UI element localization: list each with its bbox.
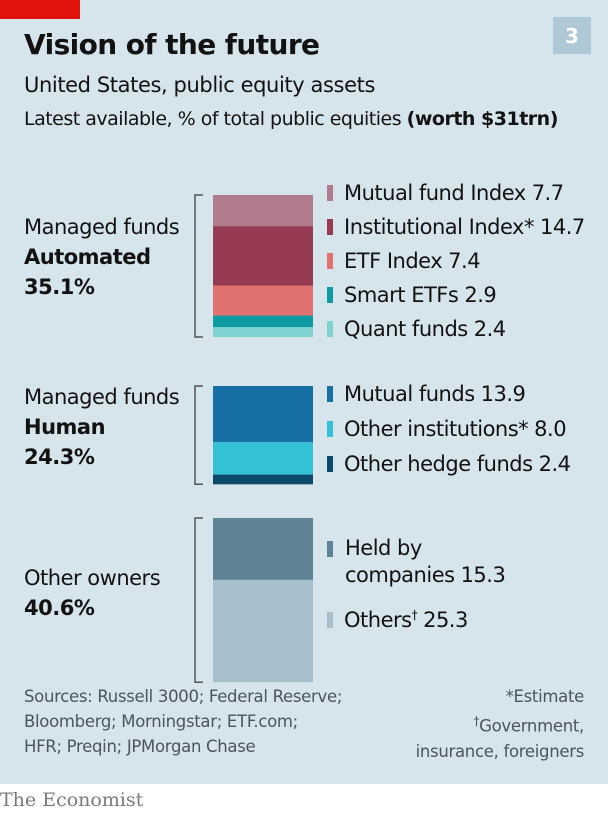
group-label-automated: Managed funds Automated 35.1% — [24, 212, 180, 302]
bar-segment-others — [213, 579, 313, 683]
legend-item-mutual-fund-index: Mutual fund Index 7.7 — [327, 180, 564, 207]
legend-label: Other hedge funds — [344, 452, 533, 476]
legend-item-other-institutions: Other institutions* 8.0 — [327, 416, 567, 443]
bar-segment-smart-etfs — [213, 315, 313, 328]
stacked-bar-chart — [194, 194, 313, 684]
sources-line: Sources: Russell 3000; Federal Reserve; — [24, 687, 343, 706]
group-bracket — [194, 517, 203, 684]
legend-swatch — [327, 219, 333, 235]
group-label-line2: Human — [24, 415, 106, 439]
legend-label: Other institutions* — [344, 417, 529, 441]
bar-segment-mutual-funds — [213, 386, 313, 443]
dagger-mark: † — [411, 608, 418, 622]
chart-description: Latest available, % of total public equi… — [24, 108, 558, 130]
group-label-line1: Managed funds — [24, 385, 180, 409]
chart-number-badge: 3 — [553, 17, 591, 54]
legend-item-institutional-index: Institutional Index* 14.7 — [327, 214, 585, 241]
group-total: 40.6% — [24, 596, 95, 620]
bar-segment-other-hedge-funds — [213, 474, 313, 485]
legend-value: 2.4 — [538, 452, 571, 476]
dagger-mark: † — [473, 714, 480, 728]
legend-swatch — [327, 456, 333, 472]
economist-logo: The Economist — [0, 789, 144, 811]
legend-value: 7.4 — [448, 249, 481, 273]
legend-swatch — [327, 185, 333, 201]
chart-subtitle: United States, public equity assets — [24, 73, 375, 97]
description-text: Latest available, % of total public equi… — [24, 108, 402, 130]
chart-panel: Vision of the future 3 United States, pu… — [0, 0, 608, 784]
legend-item-others: Others† 25.3 — [327, 602, 468, 634]
legend-swatch — [327, 287, 333, 303]
legend-swatch — [327, 321, 333, 337]
legend-value: 13.9 — [480, 382, 526, 406]
group-label-other: Other owners 40.6% — [24, 563, 161, 623]
bar-segment-etf-index — [213, 285, 313, 316]
legend-label-line2: companies — [345, 563, 455, 587]
bar-segment-held-by-companies — [213, 518, 313, 580]
group-label-line2: Automated — [24, 245, 151, 269]
legend-item-held-by-companies: Held by companies 15.3 — [327, 535, 506, 589]
legend-label: ETF Index — [344, 249, 443, 273]
group-label-line1: Other owners — [24, 566, 161, 590]
legend-item-mutual-funds: Mutual funds 13.9 — [327, 381, 526, 408]
group-total: 24.3% — [24, 445, 95, 469]
legend-value: 7.7 — [531, 181, 564, 205]
legend-swatch — [327, 421, 333, 437]
legend-label: Others — [344, 608, 412, 632]
legend-value: 2.9 — [464, 283, 497, 307]
legend-swatch — [327, 253, 333, 269]
legend-swatch — [327, 541, 333, 557]
legend-value: 15.3 — [460, 563, 506, 587]
brand-red-tag — [0, 0, 80, 19]
legend-label-line1: Held by — [345, 536, 422, 560]
footnote-others-cont: insurance, foreigners — [415, 741, 585, 761]
legend-label: Mutual fund Index — [344, 181, 526, 205]
legend-swatch — [327, 386, 333, 402]
sources-line: Bloomberg; Morningstar; ETF.com; — [24, 712, 298, 731]
group-total: 35.1% — [24, 275, 95, 299]
bar-segment-mutual-fund-index — [213, 195, 313, 227]
bar-segment-institutional-index — [213, 226, 313, 286]
group-bracket — [194, 385, 203, 486]
sources-note: Sources: Russell 3000; Federal Reserve; … — [24, 684, 342, 759]
legend-value: 25.3 — [423, 608, 468, 632]
sources-line: HFR; Preqin; JPMorgan Chase — [24, 737, 256, 756]
legend-item-etf-index: ETF Index 7.4 — [327, 248, 481, 275]
legend-swatch — [327, 612, 333, 628]
group-label-human: Managed funds Human 24.3% — [24, 382, 180, 472]
legend-label: Smart ETFs — [344, 283, 459, 307]
legend-item-quant-funds: Quant funds 2.4 — [327, 316, 506, 343]
group-label-line1: Managed funds — [24, 215, 180, 239]
footnote-others: †Government, — [473, 714, 584, 736]
chart-title: Vision of the future — [24, 28, 320, 61]
description-total: (worth $31trn) — [406, 108, 559, 130]
footnote-estimate: *Estimate — [505, 687, 585, 706]
footnotes: *Estimate †Government, insurance, foreig… — [415, 684, 585, 764]
legend-item-other-hedge-funds: Other hedge funds 2.4 — [327, 451, 571, 478]
group-bracket — [194, 194, 203, 338]
legend-value: 14.7 — [539, 215, 585, 239]
legend-item-smart-etfs: Smart ETFs 2.9 — [327, 282, 497, 309]
legend-label: Mutual funds — [344, 382, 475, 406]
legend-label: Quant funds — [344, 317, 468, 341]
legend-value: 2.4 — [473, 317, 506, 341]
legend-label: Institutional Index* — [344, 215, 534, 239]
legend-value: 8.0 — [534, 417, 567, 441]
bar-segment-other-institutions — [213, 442, 313, 475]
bar-segment-quant-funds — [213, 327, 313, 337]
